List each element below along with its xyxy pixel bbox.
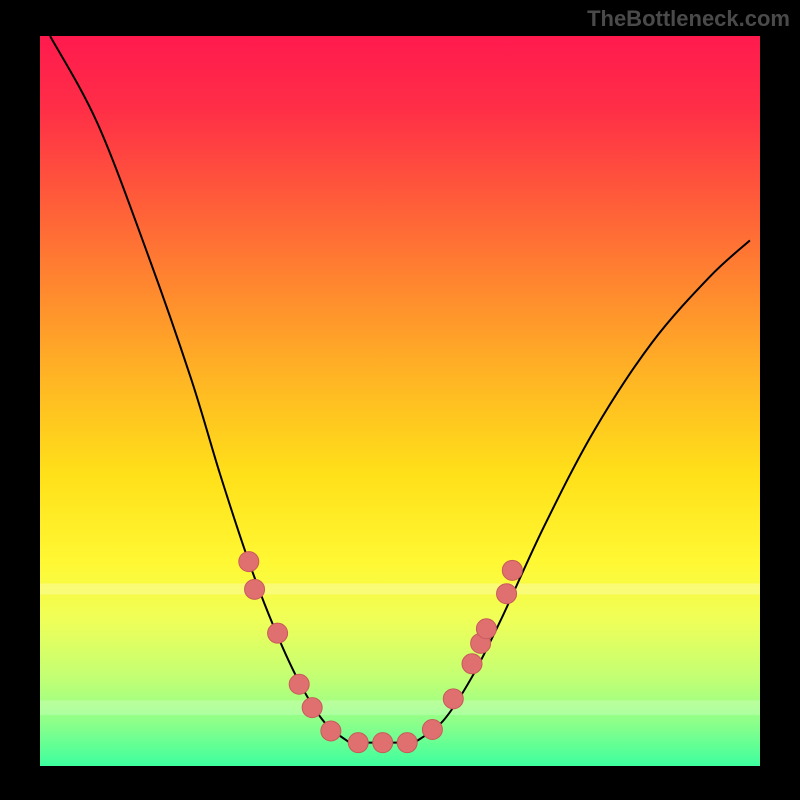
curve-marker (497, 584, 517, 604)
curve-marker (373, 733, 393, 753)
curve-marker (502, 560, 522, 580)
plot-background (40, 36, 760, 766)
curve-marker (268, 623, 288, 643)
curve-marker (397, 733, 417, 753)
curve-marker (321, 721, 341, 741)
curve-marker (476, 619, 496, 639)
attribution-text: TheBottleneck.com (587, 6, 790, 32)
curve-marker (245, 579, 265, 599)
curve-marker (289, 674, 309, 694)
curve-marker (462, 654, 482, 674)
curve-marker (302, 698, 322, 718)
bottleneck-chart (0, 0, 800, 800)
curve-marker (422, 720, 442, 740)
curve-marker (239, 552, 259, 572)
curve-marker (348, 733, 368, 753)
curve-marker (443, 689, 463, 709)
